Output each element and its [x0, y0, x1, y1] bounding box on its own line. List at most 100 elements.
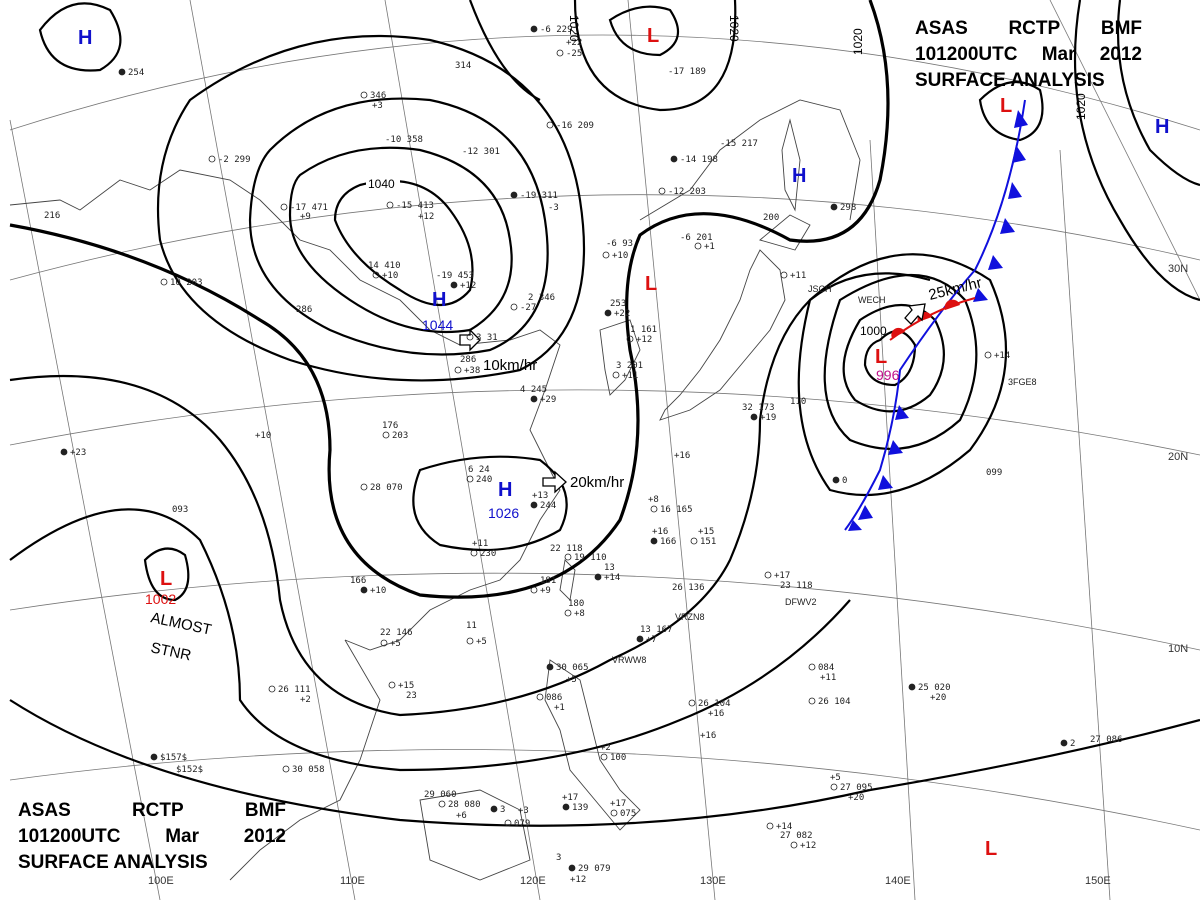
station-plot-text: 181 — [540, 576, 556, 586]
meridian-110e — [189, 0, 356, 901]
station-plot-text: 26 104 — [818, 697, 851, 707]
station-plot-text: 14 410 — [368, 261, 401, 271]
longitude-label: 130E — [700, 875, 726, 887]
station-symbol — [658, 187, 666, 195]
isobar-1028 — [156, 34, 586, 382]
station-symbol — [118, 68, 126, 76]
title-product: SURFACE ANALYSIS — [18, 852, 208, 873]
parallel-20n — [9, 389, 1200, 456]
isobar-low-ne — [978, 80, 1044, 142]
station-plot-text: 286 — [296, 305, 312, 315]
station-plot-text: 203 — [392, 431, 408, 441]
station-plot-text: -19 311 — [520, 191, 558, 201]
station-symbol — [530, 25, 538, 33]
station-plot-text: 3 — [556, 853, 561, 863]
station-symbol — [766, 822, 774, 830]
title-block-bottom: ASAS RCTP BMF 101200UTC Mar 2012 SURFACE… — [18, 798, 286, 876]
isobar-1036 — [288, 146, 513, 334]
annotation-label: STNR — [149, 639, 193, 664]
title-block-top: ASAS RCTP BMF 101200UTC Mar 2012 SURFACE… — [915, 16, 1142, 94]
title-month: Mar — [165, 826, 199, 847]
station-plot-text: -17 189 — [668, 67, 706, 77]
station-symbol — [626, 335, 634, 343]
station-plot-text: -15 413 — [396, 201, 434, 211]
station-plot-text: -17 471 — [290, 203, 328, 213]
station-symbol — [690, 537, 698, 545]
station-symbol — [536, 693, 544, 701]
station-plot-text: 32 173 — [742, 403, 775, 413]
station-symbol — [604, 309, 612, 317]
station-plot-text: +6 — [456, 811, 467, 821]
ship-id: JSCH — [808, 284, 832, 294]
station-plot-text: +1 — [554, 703, 565, 713]
ship-ids: DFWV2 VRZN8 VRWW8 3FGE8 JSCH WECH — [612, 284, 1037, 665]
station-plot-text: 27 082 — [780, 831, 813, 841]
front-triangle — [988, 255, 1003, 270]
high-center-marker: H — [498, 479, 512, 501]
isobar-label: 1020 — [567, 15, 581, 42]
station-plot-text: $152$ — [176, 765, 203, 775]
station-plot-text: 139 — [572, 803, 588, 813]
station-symbol — [780, 271, 788, 279]
station-plot-text: 1 161 — [630, 325, 657, 335]
isobar-low-north — [608, 5, 680, 57]
warm-front-bump — [944, 299, 960, 310]
station-plot-text: -15 217 — [720, 139, 758, 149]
station-symbol — [466, 475, 474, 483]
station-symbol — [562, 803, 570, 811]
station-plot-text: 19 110 — [574, 553, 607, 563]
low-center-marker: L — [645, 273, 657, 295]
station-plot-text: +11 — [820, 673, 836, 683]
station-plot-text: 084 — [818, 663, 834, 673]
station-symbol — [750, 413, 758, 421]
station-symbol — [466, 637, 474, 645]
station-plot-text: +12 — [418, 212, 434, 222]
station-symbol — [602, 251, 610, 259]
station-plot-text: 254 — [128, 68, 144, 78]
station-plot-text: 200 — [763, 213, 779, 223]
station-plot-text: +15 — [698, 527, 714, 537]
station-plot-text: 29 060 — [424, 790, 457, 800]
front-triangle — [1000, 218, 1015, 234]
station-symbol — [830, 783, 838, 791]
station-symbol — [466, 333, 474, 341]
station-plot-text: +19 — [760, 413, 776, 423]
station-symbol — [694, 242, 702, 250]
station-plot-text: +2 — [300, 695, 311, 705]
station-plot-text: 286 — [460, 355, 476, 365]
station-plot-text: 298 — [840, 203, 856, 213]
title-year: 2012 — [1099, 44, 1142, 65]
station-symbol — [372, 271, 380, 279]
station-plot-text: 086 — [546, 693, 562, 703]
isobar-1024 — [9, 0, 890, 599]
station-symbol — [610, 809, 618, 817]
front-triangle — [973, 288, 988, 302]
title-code: BMF — [1100, 18, 1142, 39]
station-symbol — [360, 91, 368, 99]
station-symbol — [530, 586, 538, 594]
station-plot-text: 075 — [620, 809, 636, 819]
station-plot-text: +22 — [566, 38, 582, 48]
station-plot-text: -6 229 — [540, 25, 573, 35]
front-triangle — [1014, 110, 1028, 128]
station-plot-text: +10 — [370, 586, 386, 596]
station-symbol — [808, 697, 816, 705]
station-plot-text: +20 — [930, 693, 946, 703]
coast-philippines — [544, 659, 641, 831]
station-plot-text: 25 020 — [918, 683, 951, 693]
title-product: SURFACE ANALYSIS — [915, 70, 1105, 91]
isobar-label: 1020 — [1074, 93, 1088, 120]
station-plot-text: 346 — [370, 91, 386, 101]
coast-sakhalin — [781, 118, 801, 212]
axis-labels: 110E 120E 130E 140E 150E 100E 30N 20N 10… — [148, 263, 1188, 887]
station-plot-text: 11 — [466, 621, 477, 631]
longitude-label: 100E — [148, 875, 174, 887]
title-station: RCTP — [131, 800, 184, 821]
station-symbol — [510, 191, 518, 199]
station-plot-text: +13 — [532, 491, 548, 501]
station-plot-text: +29 — [540, 395, 556, 405]
isobar-1040 — [333, 179, 474, 307]
coast-korea — [599, 319, 641, 396]
fronts — [844, 99, 1028, 531]
